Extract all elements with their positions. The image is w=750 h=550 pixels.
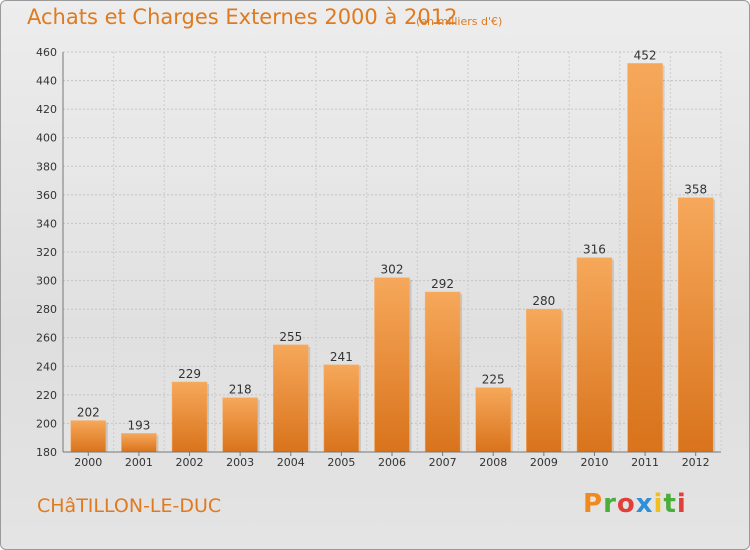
y-tick-label: 420 — [36, 103, 57, 116]
logo-letter: x — [635, 489, 654, 519]
value-label: 241 — [330, 350, 353, 364]
logo-letter: P — [583, 489, 604, 519]
value-label: 280 — [532, 294, 555, 308]
bar — [323, 364, 360, 453]
x-tick-label: 2001 — [125, 456, 153, 469]
y-tick-label: 220 — [36, 389, 57, 402]
value-label: 193 — [127, 418, 150, 432]
y-tick-label: 440 — [36, 75, 57, 88]
bar — [171, 381, 208, 453]
bar — [70, 420, 107, 453]
x-tick-label: 2012 — [682, 456, 710, 469]
value-label: 255 — [279, 330, 302, 344]
value-label: 229 — [178, 367, 201, 381]
y-tick-label: 180 — [36, 446, 57, 459]
x-tick-label: 2003 — [226, 456, 254, 469]
y-tick-label: 380 — [36, 160, 57, 173]
value-label: 292 — [431, 277, 454, 291]
value-label: 218 — [229, 383, 252, 397]
x-tick-label: 2004 — [277, 456, 305, 469]
bar — [374, 277, 410, 453]
y-tick-label: 260 — [36, 332, 57, 345]
x-tick-label: 2000 — [74, 456, 102, 469]
bar — [424, 291, 461, 453]
bar — [627, 63, 663, 453]
chart-unit: (en milliers d'€) — [416, 15, 503, 28]
value-label: 302 — [381, 263, 404, 277]
bar — [121, 433, 157, 453]
commune-name: CHâTILLON-LE-DUC — [37, 495, 222, 517]
y-tick-label: 240 — [36, 360, 57, 373]
x-tick-label: 2009 — [530, 456, 558, 469]
value-label: 358 — [684, 183, 707, 197]
value-label: 316 — [583, 243, 606, 257]
logo-letter: r — [603, 489, 617, 519]
y-tick-label: 280 — [36, 303, 57, 316]
logo-letter: t — [663, 489, 677, 519]
chart-title: Achats et Charges Externes 2000 à 2012 — [27, 5, 458, 29]
y-tick-label: 360 — [36, 189, 57, 202]
x-tick-label: 2008 — [479, 456, 507, 469]
y-tick-label: 400 — [36, 132, 57, 145]
bar — [222, 397, 258, 453]
bar — [576, 257, 613, 453]
bar — [677, 197, 714, 453]
logo-letter: o — [616, 489, 636, 519]
bar — [273, 344, 309, 453]
x-tick-label: 2007 — [429, 456, 457, 469]
value-label: 225 — [482, 373, 505, 387]
x-tick-label: 2010 — [580, 456, 608, 469]
proxiti-logo[interactable]: Proxiti — [583, 489, 687, 519]
x-tick-label: 2006 — [378, 456, 406, 469]
y-tick-label: 320 — [36, 246, 57, 259]
value-label: 452 — [634, 48, 657, 62]
bar — [475, 387, 511, 453]
logo-letter: i — [653, 489, 664, 519]
y-tick-label: 460 — [36, 46, 57, 59]
bar — [526, 308, 562, 453]
y-tick-label: 340 — [36, 217, 57, 230]
y-tick-label: 200 — [36, 417, 57, 430]
value-label: 202 — [77, 406, 100, 420]
y-tick-label: 300 — [36, 275, 57, 288]
x-tick-label: 2011 — [631, 456, 659, 469]
x-tick-label: 2002 — [176, 456, 204, 469]
x-tick-label: 2005 — [327, 456, 355, 469]
logo-letter: i — [676, 489, 687, 519]
